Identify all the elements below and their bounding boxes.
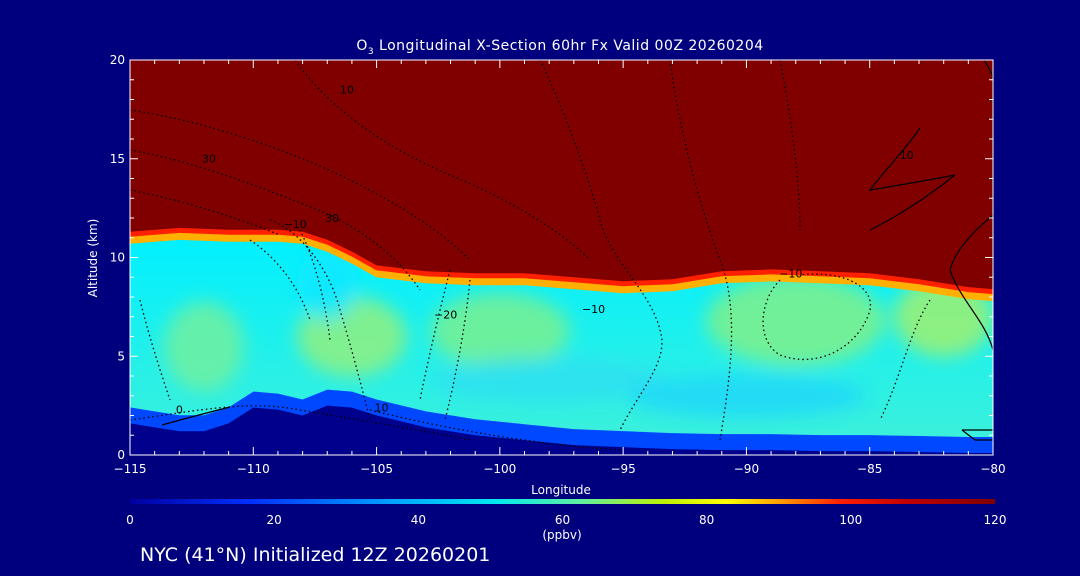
y-tick-label: 20: [110, 53, 125, 67]
ozone-field: 10 30 10 30 −10 −20 −10 −10 0 10: [130, 60, 993, 455]
contour-line: [294, 60, 591, 261]
contour-line: [419, 269, 451, 401]
contour-line: [868, 127, 956, 231]
ozone-blob: [429, 357, 670, 402]
chart-title: O3 Longitudinal X-Section 60hr Fx Valid …: [356, 38, 763, 57]
x-tick-label: −95: [610, 462, 635, 476]
contour-label: −10: [582, 303, 605, 316]
contour-line: [779, 60, 801, 231]
contour-line: [161, 406, 231, 426]
stratosphere-fill: [130, 60, 993, 290]
x-tick-label: −110: [237, 462, 270, 476]
colorbar-tick-label: 40: [411, 513, 426, 527]
contour-label: −20: [434, 309, 457, 322]
ozone-blob: [705, 275, 886, 366]
contour-label: −10: [779, 267, 802, 280]
contour-label: −10: [284, 218, 307, 231]
y-tick-label: 5: [117, 349, 125, 363]
contour-line: [130, 149, 421, 291]
y-axis-title: Altitude (km): [86, 219, 100, 298]
contour-line: [130, 189, 281, 236]
contour-line: [762, 273, 872, 360]
y-axis-ticks: 0 5 10 15 20: [110, 53, 993, 462]
colorbar-tick-label: 120: [984, 513, 1007, 527]
colorbar-unit: (ppbv): [542, 528, 581, 542]
contour-line: [269, 219, 371, 421]
contour-label: 10: [375, 402, 389, 415]
colorbar-tick-label: 60: [555, 513, 570, 527]
colorbar-tick-label: 0: [126, 513, 134, 527]
x-tick-label: −115: [114, 462, 147, 476]
contour-label: 10: [900, 149, 914, 162]
x-tick-label: −80: [980, 462, 1005, 476]
y-tick-label: 15: [110, 152, 125, 166]
x-tick-label: −90: [734, 462, 759, 476]
x-axis-title: Longitude: [531, 483, 591, 497]
x-axis-ticks: −115 −110 −105 −100 −95 −90 −85 −80: [114, 60, 1006, 476]
x-tick-label: −105: [360, 462, 393, 476]
ozone-blob: [626, 373, 867, 418]
contour-label: 0: [176, 404, 183, 417]
x-tick-label: −100: [483, 462, 516, 476]
ozone-blob: [297, 250, 358, 321]
colorbar-tick-label: 100: [839, 513, 862, 527]
contour-line: [299, 229, 331, 341]
contour-lines: [130, 60, 993, 451]
footer-caption: NYC (41°N) Initialized 12Z 20260201: [140, 544, 490, 566]
ozone-blob: [163, 301, 244, 392]
terrain-fill: [130, 405, 993, 455]
ozone-blob: [429, 292, 570, 369]
contour-label: 30: [325, 212, 339, 225]
contour-line: [130, 405, 471, 441]
y-tick-label: 10: [110, 251, 125, 265]
contour-label: 10: [340, 84, 354, 97]
x-tick-label: −85: [857, 462, 882, 476]
colorbar-ticks: 0 20 40 60 80 100 120: [126, 513, 1006, 527]
contour-line: [130, 109, 471, 261]
y-tick-label: 0: [117, 448, 125, 462]
contour-line: [949, 214, 993, 351]
colorbar: [130, 499, 995, 504]
contour-label: 30: [202, 153, 216, 166]
ozone-blobs: [163, 250, 993, 418]
contour-line: [961, 429, 993, 441]
colorbar-tick-label: 80: [699, 513, 714, 527]
colorbar-tick-label: 20: [267, 513, 282, 527]
contour-labels: 10 30 10 30 −10 −20 −10 −10 0 10: [176, 84, 914, 417]
